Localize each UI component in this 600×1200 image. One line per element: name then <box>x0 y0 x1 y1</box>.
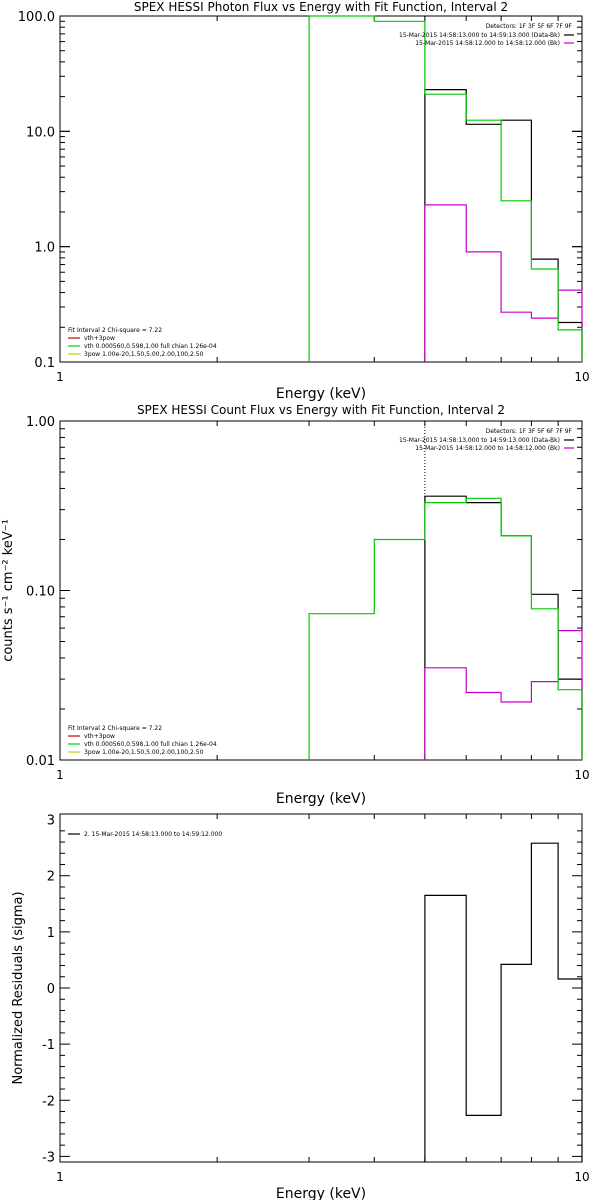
series-line-2 <box>424 630 583 760</box>
y-tick-label: 1 <box>47 926 55 941</box>
y-tick-label: 2 <box>47 870 55 885</box>
legend-entry: 15-Mar-2015 14:58:13.000 to 14:59:13.000… <box>399 32 560 39</box>
y-tick-label: 0.1 <box>34 356 55 371</box>
y-tick-label: -3 <box>42 1150 55 1165</box>
chart-panel-2: SPEX HESSI Count Flux vs Energy with Fit… <box>1 403 590 807</box>
y-tick-label: 3 <box>47 814 55 829</box>
x-tick-label: 10 <box>574 370 589 384</box>
y-tick-label: -2 <box>42 1094 55 1109</box>
y-tick-label: 0.10 <box>26 585 55 600</box>
series-line-3 <box>308 497 583 760</box>
y-tick-label: -1 <box>42 1038 55 1053</box>
y-axis-label: Normalized Residuals (sigma) <box>11 891 26 1084</box>
y-tick-label: 100.0 <box>18 10 55 25</box>
legend-entry: 3pow 1.00e-20,1.50,5.00,2.00,100,2.50 <box>84 749 204 756</box>
x-tick-label: 1 <box>56 768 64 782</box>
plot-frame <box>59 813 583 1163</box>
x-axis-label: Energy (keV) <box>276 791 366 807</box>
chart-panel-3: 1 10 -3 -2 -1 0 1 2 3 Energy (keV) Normalized Resi… <box>11 813 590 1200</box>
x-tick-label: 1 <box>56 1170 64 1184</box>
fit-summary: Fit Interval 2 Chi-square = 7.22 <box>68 725 162 732</box>
legend-entry: 3pow 1.00e-20,1.50,5.00,2.00,100,2.50 <box>84 351 204 358</box>
chart-title: SPEX HESSI Count Flux vs Energy with Fit… <box>137 403 505 417</box>
legend-entry: vth 0.000560,0.598,1.00 full chian 1.26e… <box>84 343 217 350</box>
fit-summary: Fit Interval 2 Chi-square = 7.22 <box>68 327 162 334</box>
y-tick-label: 1.00 <box>26 415 55 430</box>
y-tick-label: 0 <box>47 982 55 997</box>
series-line-3 <box>308 15 583 362</box>
legend-header: Detectors: 1F 3F 5F 6F 7F 9F <box>486 23 573 30</box>
legend-entry: 15-Mar-2015 14:58:13.000 to 14:59:13.000… <box>399 437 560 444</box>
series-line-1 <box>424 89 583 362</box>
series-line-2 <box>424 204 583 362</box>
y-axis-label: counts s⁻¹ cm⁻² keV⁻¹ <box>1 519 16 662</box>
chart-panel-1: SPEX HESSI Photon Flux vs Energy with Fi… <box>18 0 590 402</box>
legend-entry: vth+3pow <box>84 733 115 740</box>
series-line-1 <box>424 842 583 1162</box>
chart-title: SPEX HESSI Photon Flux vs Energy with Fi… <box>134 0 508 14</box>
legend-entry: 15-Mar-2015 14:58:12.000 to 14:58:12.000… <box>415 445 560 452</box>
x-tick-label: 10 <box>574 768 589 782</box>
x-tick-label: 10 <box>574 1170 589 1184</box>
legend-header: Detectors: 1F 3F 5F 6F 7F 9F <box>486 428 573 435</box>
x-axis-label: Energy (keV) <box>276 1186 366 1200</box>
legend-entry: 15-Mar-2015 14:58:12.000 to 14:58:12.000… <box>415 40 560 47</box>
x-axis-label: Energy (keV) <box>276 386 366 402</box>
legend-entry: 2. 15-Mar-2015 14:58:13.000 to 14:59:12.… <box>84 831 222 838</box>
plot-frame <box>59 15 583 363</box>
legend-entry: vth 0.000560,0.598,1.00 full chian 1.26e… <box>84 741 217 748</box>
legend-entry: vth+3pow <box>84 335 115 342</box>
x-tick-label: 1 <box>56 370 64 384</box>
y-tick-label: 1.0 <box>34 241 55 256</box>
y-tick-label: 0.01 <box>26 754 55 769</box>
plot-frame <box>59 420 583 761</box>
y-tick-label: 10.0 <box>26 125 55 140</box>
